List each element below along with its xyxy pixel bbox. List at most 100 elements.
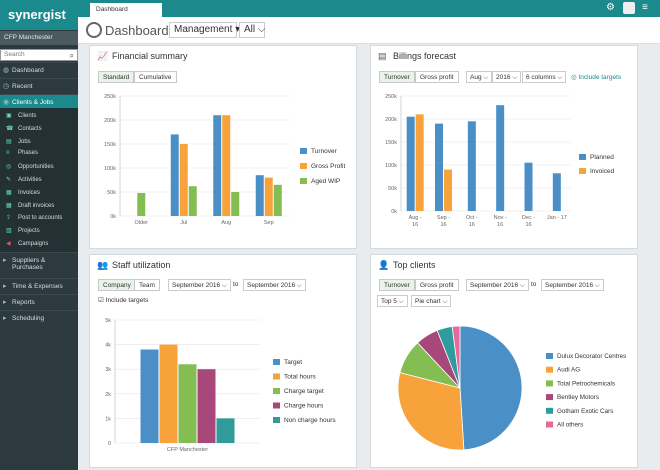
to-select[interactable]: September 2016 ⌵ <box>541 279 604 291</box>
x-tick-label: Aug - <box>409 215 422 221</box>
sidebar-item-icon: ▥ <box>6 228 12 235</box>
x-tick-label: 16 <box>412 222 418 228</box>
sidebar-item-invoices[interactable]: ▦ Invoices <box>0 187 78 199</box>
legend-swatch <box>273 359 280 365</box>
bar-gross-profit <box>264 177 273 216</box>
sidebar: synergist CFP Manchester Search ⌕ ◍ Dashbo… <box>0 0 78 470</box>
nav-dashboard[interactable]: ◍ Dashboard <box>0 62 78 76</box>
from-select[interactable]: September 2016 ⌵ <box>466 279 529 291</box>
clients-icon: 👤 <box>378 260 390 270</box>
card-title: Billings forecast <box>393 51 457 61</box>
sidebar-item-label: Post to accounts <box>18 215 63 222</box>
top-clients-chart: Dulux Decorator Centres Audi AG Total Petr… <box>397 325 626 451</box>
top-bar: ⚙ ≡ <box>78 0 660 17</box>
legend-label: Charge hours <box>284 403 324 410</box>
dashboard-icon: ◍ <box>3 67 10 74</box>
bar-gross-profit <box>179 144 188 216</box>
view-select[interactable]: Management ▾ <box>169 22 240 38</box>
tab-standard[interactable]: Standard <box>98 71 135 83</box>
y-tick-label: 2k <box>105 392 111 398</box>
sidebar-item-activities[interactable]: ✎ Activities <box>0 174 78 186</box>
sidebar-item-label: Campaigns <box>18 241 49 247</box>
office-selector[interactable]: CFP Manchester <box>0 31 78 45</box>
sidebar-item-opportunities[interactable]: ◎ Opportunities <box>0 161 78 173</box>
tab-team[interactable]: Team <box>134 279 160 291</box>
tab-turnover[interactable]: Turnover <box>379 279 415 291</box>
x-tick-label: Nov - <box>494 215 507 221</box>
search-icon[interactable]: ⌕ <box>69 51 74 60</box>
x-tick-label: Aug <box>221 220 231 226</box>
filter-select[interactable]: All ⌵ <box>239 22 265 38</box>
search-input[interactable]: Search ⌕ <box>0 49 78 61</box>
y-tick-label: 150k <box>104 142 116 148</box>
sidebar-item-projects[interactable]: ▥ Projects <box>0 225 78 237</box>
chart-type-select[interactable]: Pie chart ⌵ <box>411 295 452 307</box>
columns-select[interactable]: 6 columns ⌵ <box>522 71 567 83</box>
y-tick-label: 1k <box>105 416 111 422</box>
y-tick-label: 150k <box>385 140 397 146</box>
sidebar-item-post-to-accounts[interactable]: ⇪ Post to accounts <box>0 212 78 224</box>
nav-scheduling[interactable]: ▸ Scheduling <box>0 310 78 324</box>
tab-cumulative[interactable]: Cumulative <box>134 71 177 83</box>
pie-slice-all-others <box>451 325 461 389</box>
synergist-logo: synergist <box>8 7 66 22</box>
tab-gross-profit[interactable]: Gross profit <box>415 279 459 291</box>
sidebar-item-campaigns[interactable]: ◀ Campaigns <box>0 238 78 250</box>
tab-company[interactable]: Company <box>98 279 136 291</box>
top-n-select[interactable]: Top 5 ⌵ <box>377 295 408 307</box>
legend-label: Planned <box>590 154 614 161</box>
nav-reports[interactable]: ▸ Reports <box>0 294 78 308</box>
include-targets[interactable]: ☑ Include targets <box>98 297 149 304</box>
sidebar-item-contacts[interactable]: ☎ Contacts <box>0 123 78 135</box>
dashboard-header-icon <box>86 22 102 38</box>
bar-planned <box>496 105 505 211</box>
bar-turnover <box>170 134 179 216</box>
tab-gross-profit[interactable]: Gross profit <box>415 71 459 83</box>
sidebar-item-clients[interactable]: ▣ Clients <box>0 110 78 122</box>
reports-icon: ▸ <box>3 299 7 306</box>
legend-swatch <box>546 407 553 414</box>
legend-swatch <box>546 380 553 387</box>
gear-icon[interactable]: ⚙ <box>606 2 615 13</box>
bar-planned <box>435 123 443 211</box>
to-select[interactable]: September 2016 ⌵ <box>243 279 306 291</box>
sidebar-item-draft-invoices[interactable]: ▦ Draft invoices <box>0 200 78 212</box>
bar-planned <box>406 116 415 211</box>
bar-invoiced <box>415 114 424 211</box>
bar-planned <box>552 173 561 211</box>
menu-icon[interactable]: ≡ <box>642 2 648 13</box>
tab-turnover[interactable]: Turnover <box>379 71 415 83</box>
checkbox-icon[interactable]: ☑ <box>98 297 104 304</box>
y-tick-label: 0k <box>391 209 397 215</box>
sidebar-item-label: Projects <box>18 228 40 235</box>
sidebar-item-label: Activities <box>18 177 42 183</box>
nav-suppliers[interactable]: ▸ Suppliers & Purchases <box>0 252 78 272</box>
nav-recent[interactable]: ◷ Recent <box>0 78 78 92</box>
time-icon: ▸ <box>3 283 7 290</box>
month-select[interactable]: Aug ⌵ <box>466 71 493 83</box>
legend-swatch <box>273 373 280 380</box>
year-select[interactable]: 2016 ⌵ <box>492 71 522 83</box>
legend-swatch <box>579 154 586 160</box>
sidebar-item-icon: ▤ <box>6 138 12 145</box>
tab-dashboard[interactable]: Dashboard <box>90 3 162 17</box>
avatar[interactable] <box>623 2 635 14</box>
sidebar-item-icon: ▦ <box>6 189 12 196</box>
nav-time-expenses[interactable]: ▸ Time & Expenses <box>0 278 78 292</box>
legend-label: Non charge hours <box>284 417 336 424</box>
card-title: Staff utilization <box>112 260 171 270</box>
y-tick-label: 4k <box>105 343 111 349</box>
staff-utilization-card: 👥 Staff utilization Company Team Septemb… <box>89 254 357 468</box>
from-select[interactable]: September 2016 ⌵ <box>168 279 231 291</box>
y-tick-label: 50k <box>107 190 116 196</box>
bar-charge-hours <box>197 369 216 443</box>
page-header: Dashboard Management ▾ All ⌵ <box>78 17 660 44</box>
sidebar-item-jobs[interactable]: ▤ Jobs <box>0 136 78 148</box>
sidebar-item-label: Contacts <box>18 125 42 132</box>
legend-label: Total Petrochemicals <box>557 380 615 387</box>
legend-label: Charge target <box>284 388 324 395</box>
include-targets-link[interactable]: ◎ Include targets <box>571 74 622 81</box>
financial-summary-chart: 0k 50k 100k 150k 200k 250k Older Jul Aug Sep Turno… <box>104 94 345 226</box>
sidebar-item-phases[interactable]: ≡ Phases <box>0 148 78 160</box>
nav-clients-jobs[interactable]: ◉ Clients & Jobs <box>0 94 78 108</box>
